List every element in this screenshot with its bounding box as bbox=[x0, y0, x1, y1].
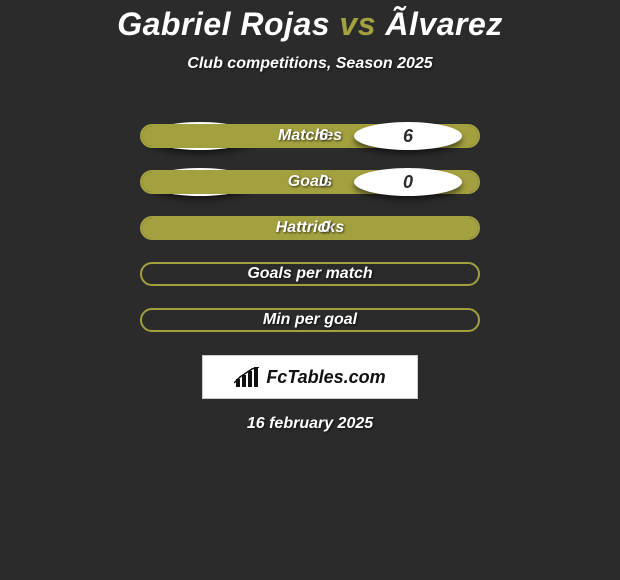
date-text: 16 february 2025 bbox=[247, 415, 373, 433]
stat-label: Hattricks bbox=[142, 218, 478, 238]
stat-bar: Hattricks bbox=[140, 216, 480, 240]
stat-row-hattricks: Hattricks0 bbox=[140, 205, 480, 251]
comparison-infographic: Gabriel Rojas vs Ãlvarez Club competitio… bbox=[0, 0, 620, 433]
player1-name: Gabriel Rojas bbox=[117, 6, 330, 42]
source-logo: FcTables.com bbox=[202, 355, 418, 399]
right-value-on-bar: 6 bbox=[319, 127, 328, 145]
chart-icon bbox=[234, 367, 260, 387]
vs-text: vs bbox=[339, 6, 376, 42]
logo-text: FcTables.com bbox=[266, 367, 385, 388]
player2-name: Ãlvarez bbox=[385, 6, 502, 42]
right-value-on-bar: 0 bbox=[319, 173, 328, 191]
stat-row-mpg: Min per goal bbox=[140, 297, 480, 343]
stats-container: Matches66Goals00Hattricks0Goals per matc… bbox=[140, 113, 480, 343]
stat-row-gpm: Goals per match bbox=[140, 251, 480, 297]
page-title: Gabriel Rojas vs Ãlvarez bbox=[117, 6, 503, 43]
right-value-badge: 6 bbox=[354, 122, 462, 150]
stat-row-goals: Goals00 bbox=[140, 159, 480, 205]
right-value-badge: 0 bbox=[354, 168, 462, 196]
stat-label: Min per goal bbox=[142, 310, 478, 330]
stat-row-matches: Matches66 bbox=[140, 113, 480, 159]
subtitle: Club competitions, Season 2025 bbox=[187, 55, 432, 73]
right-value-text: 0 bbox=[321, 219, 330, 237]
stat-bar: Min per goal bbox=[140, 308, 480, 332]
stat-label: Goals per match bbox=[142, 264, 478, 284]
stat-bar: Goals per match bbox=[140, 262, 480, 286]
